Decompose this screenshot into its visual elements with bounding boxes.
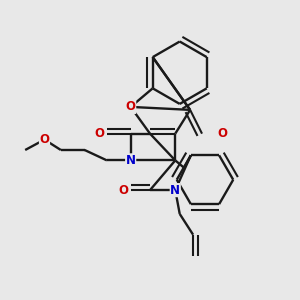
Text: O: O xyxy=(94,127,104,140)
Text: N: N xyxy=(126,154,136,167)
Text: O: O xyxy=(40,133,50,146)
Text: O: O xyxy=(218,127,228,140)
Text: O: O xyxy=(126,100,136,113)
Text: N: N xyxy=(170,184,180,196)
Text: O: O xyxy=(118,184,128,196)
